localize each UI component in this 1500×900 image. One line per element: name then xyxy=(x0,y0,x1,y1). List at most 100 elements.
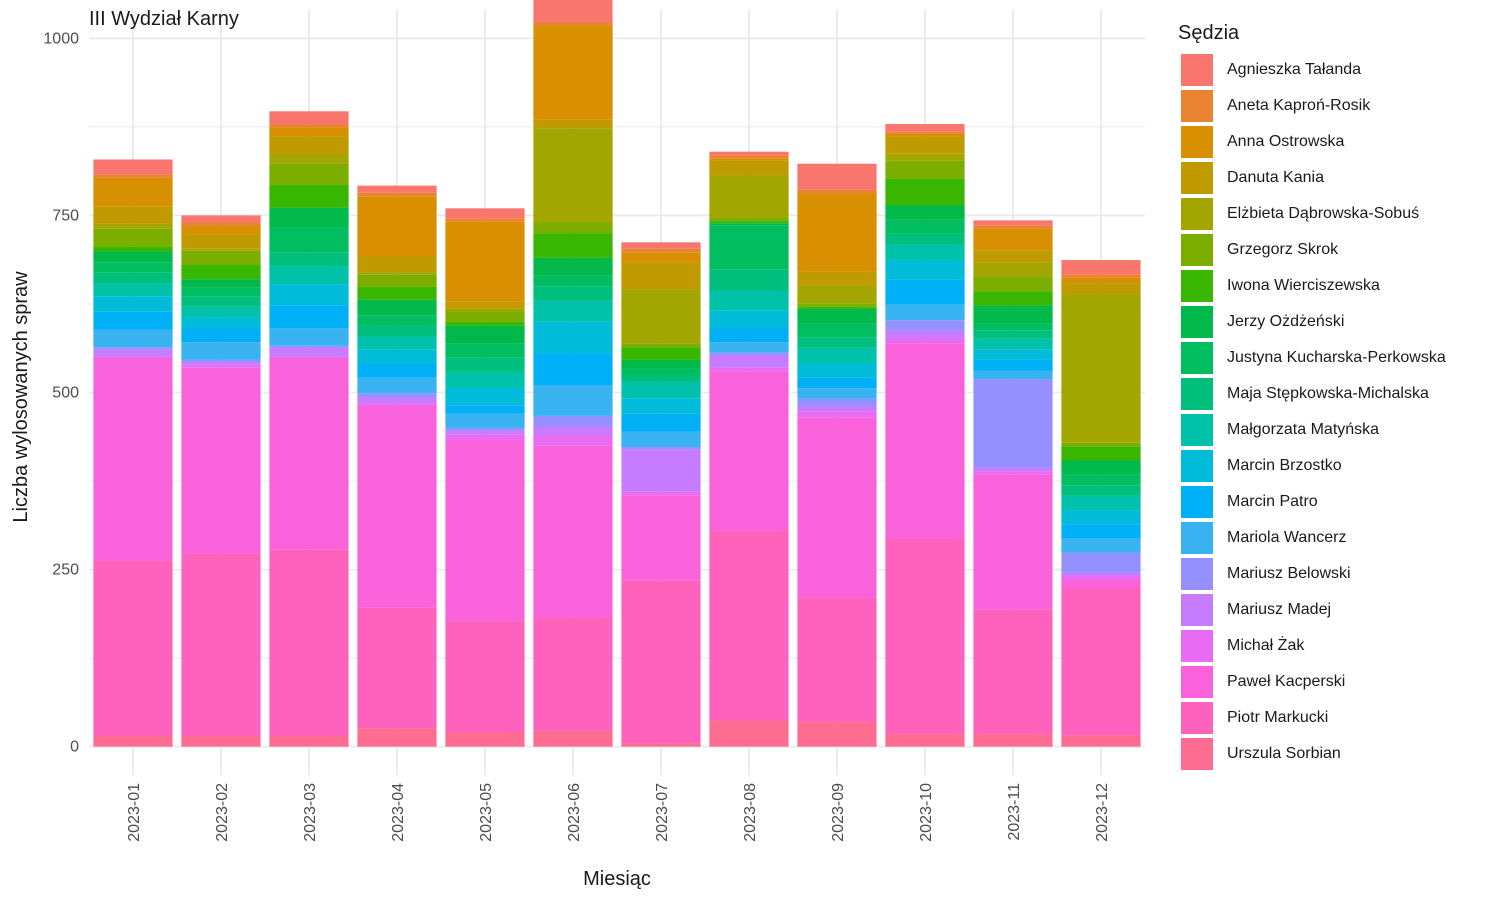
bar-segment xyxy=(357,349,437,364)
bar-segment xyxy=(533,222,613,234)
bar-segment xyxy=(93,283,173,297)
bar-segment xyxy=(269,356,349,359)
bar-segment xyxy=(797,303,877,307)
bar-segment xyxy=(533,617,613,731)
x-axis-tick-labels: 2023-01 2023-02 2023-03 2023-04 2023-05 2023-… xyxy=(126,783,1111,842)
bar-segment xyxy=(885,337,965,344)
bar-segment xyxy=(1061,485,1141,496)
x-tick-label: 2023-08 xyxy=(742,783,759,842)
bar-segment xyxy=(885,160,965,179)
x-tick-label: 2023-03 xyxy=(302,783,319,842)
bar-stacks xyxy=(93,0,1141,747)
bar-segment xyxy=(269,184,349,208)
x-tick-label: 2023-11 xyxy=(1006,783,1023,841)
bar-segment xyxy=(621,289,701,344)
bar-segment xyxy=(1061,538,1141,553)
bar-segment xyxy=(1061,510,1141,525)
bar-segment xyxy=(445,218,525,222)
legend-item: Urszula Sorbian xyxy=(1178,736,1498,772)
legend-label: Aneta Kaproń-Rosik xyxy=(1227,97,1371,114)
bar-segment xyxy=(709,175,789,218)
bar-segment xyxy=(1061,260,1141,275)
bar-segment xyxy=(181,367,261,554)
bar-segment xyxy=(885,279,965,305)
bar-segment xyxy=(709,269,789,291)
y-tick-label: 1000 xyxy=(43,30,79,47)
bar-segment xyxy=(621,343,701,348)
legend-label: Marcin Brzostko xyxy=(1227,457,1342,474)
legend-item: Agnieszka Tałanda xyxy=(1178,52,1498,88)
bar-segment xyxy=(533,275,613,287)
bar-segment xyxy=(93,262,173,273)
bar-segment xyxy=(973,330,1053,339)
bar-segment xyxy=(445,387,525,406)
bar-segment xyxy=(445,308,525,312)
bar-segment xyxy=(93,251,173,263)
bar-segment xyxy=(797,411,877,418)
legend-item: Michał Żak xyxy=(1178,628,1498,664)
bar-segment xyxy=(797,285,877,304)
legend-title: Sędzia xyxy=(1178,22,1240,44)
bar-segment xyxy=(181,362,261,365)
bar-segment xyxy=(445,732,525,747)
legend-key xyxy=(1181,306,1213,338)
bar-segment xyxy=(269,252,349,267)
legend-item: Mariola Wancerz xyxy=(1178,520,1498,556)
legend-item: Paweł Kacperski xyxy=(1178,664,1498,700)
legend-label: Mariusz Madej xyxy=(1227,601,1332,618)
bar-segment xyxy=(181,287,261,297)
bar-segment xyxy=(93,349,173,357)
legend-label: Danuta Kania xyxy=(1227,169,1324,186)
bar-segment xyxy=(533,415,613,427)
bar-segment xyxy=(973,471,1053,475)
bar-segment xyxy=(269,111,349,125)
legend-item: Justyna Kucharska-Perkowska xyxy=(1178,340,1498,376)
y-tick-label: 750 xyxy=(52,207,79,224)
bar-segment xyxy=(1061,294,1141,443)
bar-segment xyxy=(973,305,1053,324)
x-tick-label: 2023-07 xyxy=(654,783,671,842)
bar-segment xyxy=(533,0,613,23)
bar-segment xyxy=(93,358,173,561)
legend-label: Mariusz Belowski xyxy=(1227,565,1351,582)
bar-segment xyxy=(885,153,965,161)
bar-segment xyxy=(885,330,965,338)
bar-segment xyxy=(709,217,789,222)
x-tick-label: 2023-12 xyxy=(1094,783,1111,842)
legend-key xyxy=(1181,342,1213,374)
bar-segment xyxy=(1061,283,1141,295)
bar-segment xyxy=(93,296,173,312)
bar-segment xyxy=(885,131,965,134)
legend-item: Iwona Wierciszewska xyxy=(1178,268,1498,304)
legend-key xyxy=(1181,162,1213,194)
bar-segment xyxy=(621,398,701,414)
bar-segment xyxy=(709,367,789,372)
bar-segment xyxy=(973,225,1053,229)
bar-segment xyxy=(93,228,173,247)
bar-segment xyxy=(181,553,261,737)
legend-label: Grzegorz Skrok xyxy=(1227,241,1339,258)
bar-segment xyxy=(621,580,701,744)
bar-segment xyxy=(885,320,965,331)
bar-segment xyxy=(1061,575,1141,580)
bar-segment xyxy=(357,185,437,193)
bar-segment xyxy=(357,336,437,350)
bar-segment xyxy=(1061,524,1141,539)
bar-segment xyxy=(269,284,349,306)
x-tick-label: 2023-02 xyxy=(214,783,231,842)
bar-segment xyxy=(181,265,261,280)
bar-segment xyxy=(621,248,701,253)
legend-item: Anna Ostrowska xyxy=(1178,124,1498,160)
bar-segment xyxy=(181,296,261,307)
bar-segment xyxy=(357,274,437,287)
bar-segment xyxy=(709,352,789,355)
bar-segment xyxy=(93,206,173,224)
bar-segment xyxy=(973,379,1053,468)
bar-segment xyxy=(445,427,525,431)
bar-segment xyxy=(885,219,965,234)
x-tick-label: 2023-06 xyxy=(566,783,583,842)
bar-segment xyxy=(1061,442,1141,447)
bar-segment xyxy=(1061,274,1141,278)
bar-segment xyxy=(533,128,613,223)
bar-segment xyxy=(357,299,437,316)
